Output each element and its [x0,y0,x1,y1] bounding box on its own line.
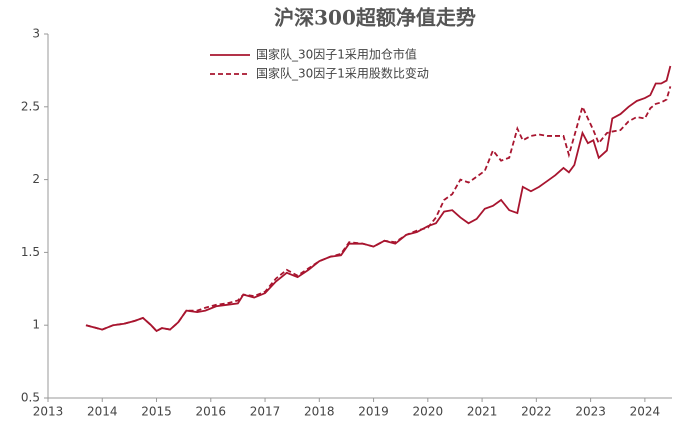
y-tick-label: 2 [32,172,40,186]
y-tick-label: 2.5 [21,99,40,113]
legend-label: 国家队_30因子1采用股数比变动 [256,66,429,81]
y-tick-label: 3 [32,27,40,41]
x-tick-label: 2024 [630,405,661,419]
legend-label: 国家队_30因子1采用加仓市值 [256,47,417,62]
y-tick-label: 1 [32,318,40,332]
x-tick-label: 2023 [575,405,606,419]
line-series [85,86,672,333]
y-tick-label: 1.5 [21,245,40,259]
x-tick-label: 2020 [413,405,444,419]
x-tick-label: 2014 [87,405,118,419]
x-tick-label: 2017 [250,405,281,419]
x-tick-label: 2021 [467,405,498,419]
y-tick-label: 0.5 [21,391,40,405]
line-series [85,65,672,333]
x-tick-label: 2019 [358,405,389,419]
x-tick-label: 2013 [33,405,64,419]
x-tick-label: 2018 [304,405,335,419]
x-tick-label: 2015 [141,405,172,419]
x-tick-label: 2022 [521,405,552,419]
x-tick-label: 2016 [196,405,227,419]
chart-title: 沪深300超额净值走势 [274,6,476,30]
